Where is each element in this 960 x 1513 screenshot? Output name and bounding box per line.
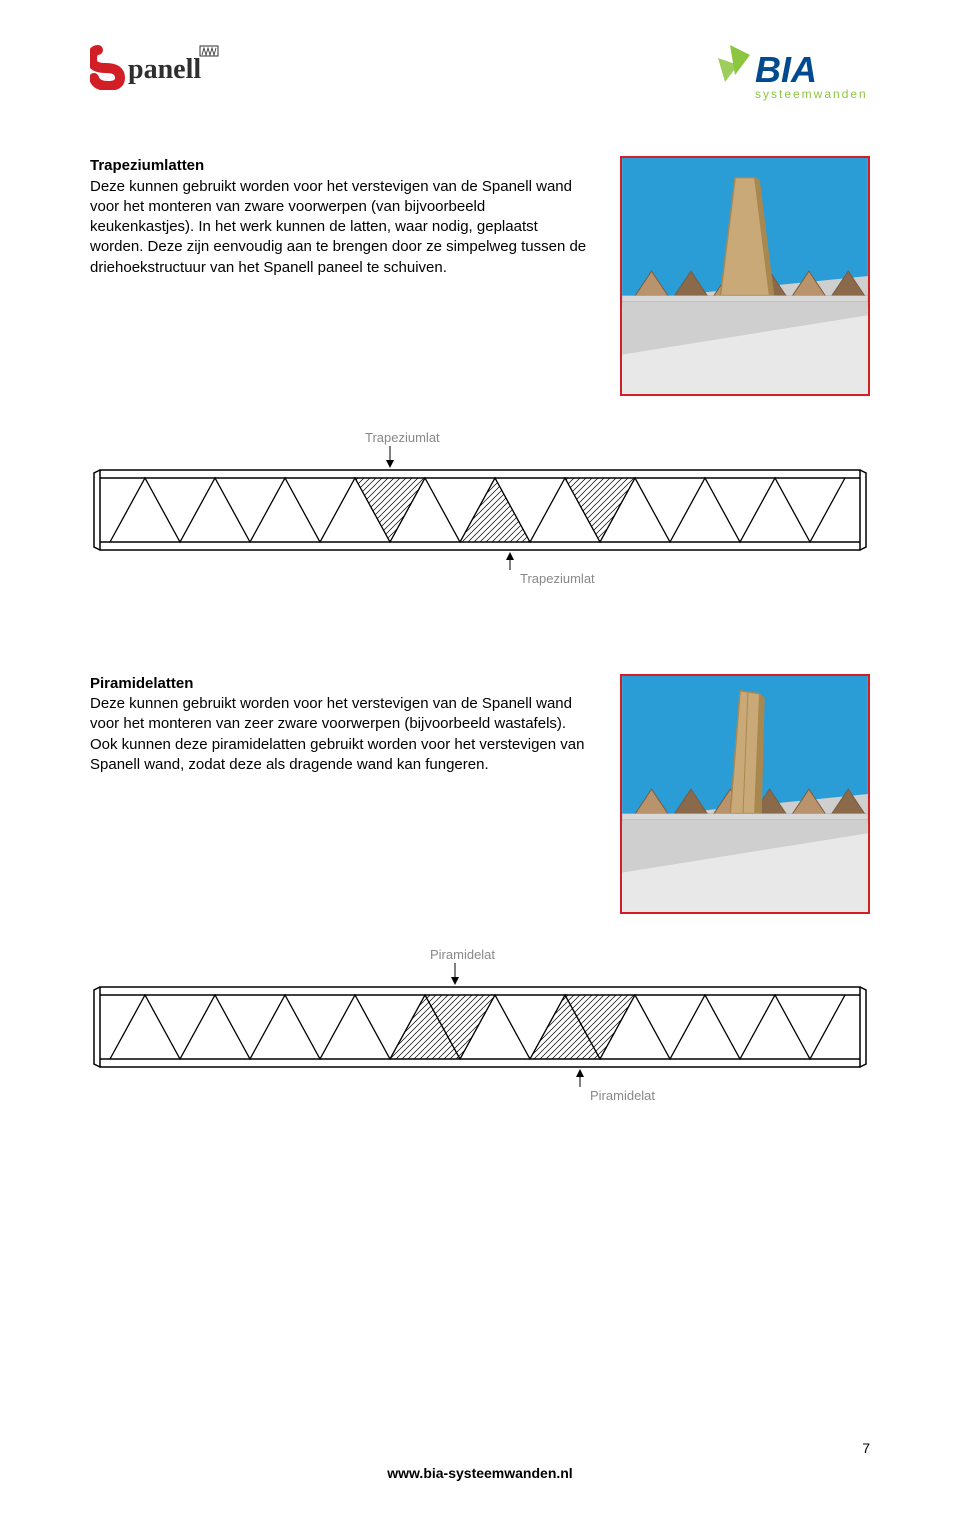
section2-heading: Piramidelatten [90, 675, 193, 692]
diagram2-label-bottom: Piramidelat [590, 1088, 655, 1103]
section2-body: Deze kunnen gebruikt worden voor het ver… [90, 695, 584, 773]
figure-trapeziumlat [620, 156, 870, 402]
section1-heading: Trapeziumlatten [90, 157, 204, 174]
svg-text:BIA: BIA [755, 49, 817, 90]
section1-text: Trapeziumlatten Deze kunnen gebruikt wor… [90, 156, 590, 278]
page-header: panell BIA systeemwanden [90, 40, 870, 116]
bia-tagline: systeemwanden [755, 87, 868, 101]
page-number: 7 [862, 1439, 870, 1458]
diagram2-label-top: Piramidelat [430, 947, 495, 962]
footer-url: www.bia-systeemwanden.nl [0, 1464, 960, 1483]
svg-text:panell: panell [128, 54, 201, 85]
diagram-piramidelat-cross-section: Piramidelat Piramidelat [90, 945, 870, 1121]
figure-piramidelat [620, 674, 870, 920]
section1-body: Deze kunnen gebruikt worden voor het ver… [90, 178, 586, 276]
section-trapeziumlatten: Trapeziumlatten Deze kunnen gebruikt wor… [90, 156, 870, 402]
diagram1-label-top: Trapeziumlat [365, 430, 440, 445]
bia-logo: BIA systeemwanden [700, 40, 870, 116]
section2-text: Piramidelatten Deze kunnen gebruikt word… [90, 674, 590, 775]
diagram1-label-bottom: Trapeziumlat [520, 571, 595, 586]
spanell-logo: panell [90, 40, 230, 96]
section-piramidelatten: Piramidelatten Deze kunnen gebruikt word… [90, 674, 870, 920]
diagram-trapeziumlat-cross-section: Trapeziumlat Trapez [90, 428, 870, 604]
